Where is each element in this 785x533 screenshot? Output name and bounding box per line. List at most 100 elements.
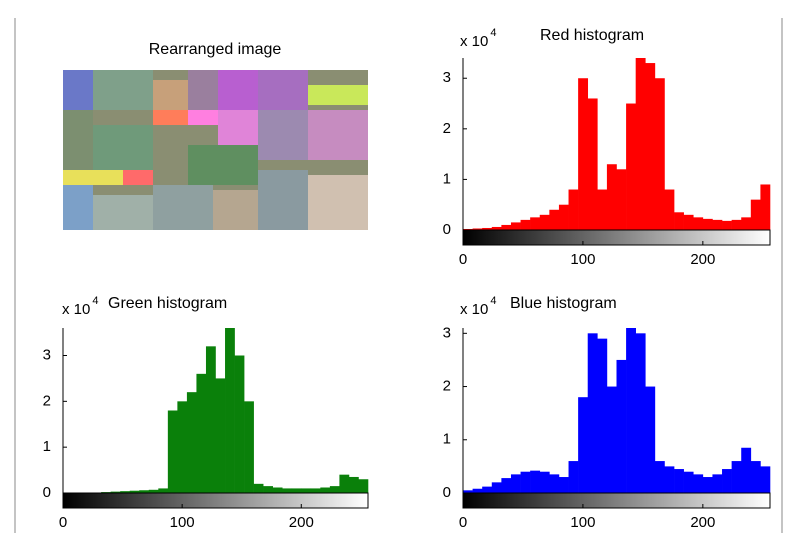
bar	[539, 471, 550, 493]
bar	[702, 218, 713, 230]
bar	[597, 338, 608, 493]
y-tick-label: 1	[443, 431, 451, 448]
bar	[654, 78, 665, 230]
bar	[616, 359, 627, 493]
bar	[664, 466, 675, 493]
bar	[225, 328, 235, 493]
bar	[530, 217, 541, 230]
colorbar	[462, 492, 771, 509]
bar	[568, 189, 579, 230]
bar	[558, 477, 569, 493]
multiplier-base: x 10	[460, 33, 488, 50]
bar	[578, 397, 589, 493]
bar	[616, 169, 627, 230]
bar	[148, 489, 159, 493]
colorbar	[462, 229, 771, 246]
y-tick-label: 2	[443, 378, 451, 395]
bar	[177, 401, 188, 493]
axis-multiplier: x 104	[460, 295, 496, 318]
bar	[358, 479, 369, 493]
bar	[606, 386, 617, 493]
y-tick-label: 1	[43, 438, 51, 455]
bar	[472, 228, 483, 230]
multiplier-base: x 10	[62, 301, 90, 318]
bar	[645, 386, 656, 493]
bar	[244, 401, 254, 493]
x-tick-label: 200	[690, 514, 715, 531]
bar	[731, 219, 742, 230]
bar	[215, 378, 226, 493]
y-tick-label: 3	[443, 69, 451, 86]
bar	[263, 486, 273, 493]
bar	[674, 212, 684, 230]
bar	[282, 488, 293, 493]
bar	[510, 222, 521, 230]
bar	[539, 214, 550, 230]
y-tick-label: 3	[443, 324, 451, 341]
x-tick-label: 200	[289, 514, 314, 531]
bar	[702, 477, 713, 493]
bar	[482, 486, 493, 493]
bar	[597, 189, 608, 230]
bar	[664, 189, 675, 230]
bar	[683, 471, 694, 493]
bar	[587, 333, 598, 493]
y-tick-label: 0	[443, 221, 451, 238]
bar	[501, 224, 512, 230]
bar	[578, 78, 589, 230]
multiplier-exponent: 4	[490, 27, 496, 39]
multiplier-exponent: 4	[92, 295, 98, 307]
bar	[320, 487, 331, 493]
bar	[348, 476, 359, 493]
bar	[693, 474, 704, 493]
bar	[158, 488, 169, 493]
image-title: Rearranged image	[149, 41, 282, 58]
chart-title: Green histogram	[108, 295, 227, 312]
bar	[520, 219, 531, 230]
bar	[167, 410, 178, 493]
bar	[110, 491, 121, 493]
bar	[760, 184, 771, 230]
bar	[568, 461, 579, 493]
bar	[635, 333, 646, 493]
bar	[186, 392, 197, 493]
rearranged-image	[63, 70, 368, 230]
bar	[329, 486, 340, 493]
bar	[310, 488, 321, 493]
y-tick-label: 2	[43, 392, 51, 409]
bar	[501, 478, 512, 493]
bar	[234, 355, 245, 493]
bar	[606, 164, 617, 230]
bar	[626, 328, 636, 493]
bar	[760, 466, 771, 493]
bar	[741, 217, 752, 230]
bar	[272, 487, 283, 493]
bar	[463, 228, 473, 230]
y-tick-label: 0	[43, 484, 51, 501]
bar	[731, 461, 742, 493]
chart-title: Blue histogram	[510, 295, 617, 312]
bar	[558, 204, 569, 230]
bar	[291, 488, 302, 493]
bar	[472, 488, 483, 493]
bar	[253, 483, 264, 493]
x-tick-label: 0	[459, 514, 467, 531]
x-tick-label: 200	[690, 251, 715, 268]
bar	[120, 491, 131, 493]
multiplier-base: x 10	[460, 301, 488, 318]
bar	[635, 58, 646, 230]
x-tick-label: 0	[459, 251, 467, 268]
bar	[626, 103, 636, 230]
bar	[463, 490, 473, 493]
bar	[693, 217, 704, 230]
bar	[491, 482, 502, 493]
bar	[196, 373, 207, 493]
bar	[139, 490, 150, 493]
axis-multiplier: x 104	[62, 295, 98, 318]
bar	[645, 63, 656, 230]
bar	[520, 471, 531, 493]
x-tick-label: 100	[570, 514, 595, 531]
bar	[750, 461, 761, 493]
bar	[674, 469, 684, 493]
